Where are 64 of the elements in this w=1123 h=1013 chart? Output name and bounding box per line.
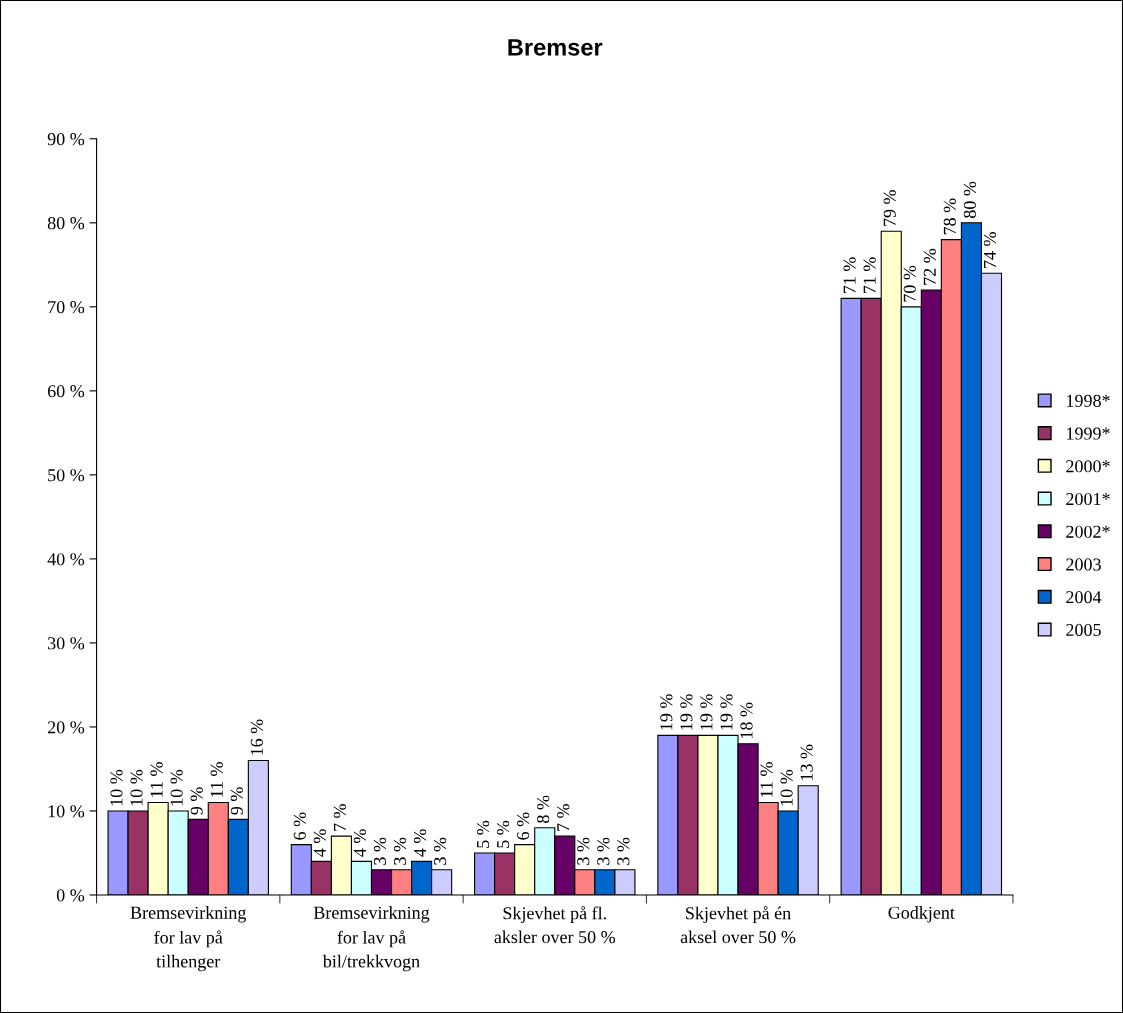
data-label: 74 % — [983, 232, 997, 268]
data-label: 18 % — [740, 702, 753, 738]
chart-title: Bremser — [508, 39, 603, 56]
data-label: 70 % — [903, 265, 916, 302]
data-label: 6 % — [517, 812, 530, 840]
data-label: 10 % — [110, 769, 123, 806]
data-label: 4 % — [413, 829, 427, 857]
x-tick-label: Bremsevirkning for lav på bil/trekkvogn — [313, 906, 430, 972]
data-label: 11 % — [210, 762, 223, 797]
data-label: 6 % — [293, 812, 306, 840]
data-label: 3 % — [617, 837, 630, 865]
data-label: 4 % — [313, 829, 326, 857]
data-label: 79 % — [883, 190, 896, 226]
data-label: 13 % — [800, 744, 813, 780]
data-label: 9 % — [230, 787, 243, 815]
y-tick-label: 80 % — [47, 217, 85, 230]
data-label: 71 % — [843, 257, 856, 294]
data-label: 11 % — [760, 762, 773, 797]
data-label: 72 % — [923, 248, 936, 285]
data-label: 5 % — [496, 820, 510, 848]
x-tick-label: Godkjent — [888, 906, 955, 923]
data-label: 3 % — [597, 837, 610, 865]
data-label: 3 % — [577, 837, 590, 865]
data-label: 10 % — [130, 769, 143, 806]
data-label: 3 % — [393, 837, 407, 865]
x-tick-label: Bremsevirkning for lav på tilhenger — [130, 906, 247, 972]
legend-label: 2001* — [1066, 492, 1110, 506]
data-label: 5 % — [476, 820, 490, 848]
data-label: 10 % — [780, 769, 793, 806]
y-tick-label: 70 % — [48, 301, 85, 314]
data-label: 11 % — [150, 762, 163, 797]
y-tick-label: 90 % — [47, 133, 85, 146]
y-tick-label: 30 % — [48, 637, 85, 650]
x-tick-label: Skjevhet på én aksel over 50 % — [680, 906, 796, 944]
data-label: 19 % — [700, 694, 713, 730]
data-label: 3 % — [433, 837, 447, 865]
data-label: 19 % — [680, 694, 693, 730]
data-label: 80 % — [963, 181, 976, 218]
data-label: 19 % — [660, 694, 673, 730]
data-label: 7 % — [557, 804, 570, 831]
data-label: 9 % — [190, 787, 203, 815]
y-tick-label: 10 % — [48, 805, 85, 818]
data-label: 3 % — [373, 837, 387, 865]
data-label: 7 % — [333, 804, 346, 831]
data-label: 8 % — [537, 795, 550, 823]
legend-label: 1999* — [1067, 427, 1110, 440]
y-tick-label: 0 % — [56, 889, 85, 902]
legend-label: 2002* — [1066, 525, 1110, 538]
legend-label: 2000* — [1066, 460, 1110, 473]
data-label: 4 % — [353, 829, 367, 857]
y-tick-label: 40 % — [47, 553, 85, 566]
data-label: 10 % — [170, 769, 183, 806]
data-label: 71 % — [863, 257, 876, 294]
data-label: 78 % — [943, 198, 956, 235]
y-tick-label: 60 % — [47, 385, 85, 398]
x-tick-label: Skjevhet på fl. aksler over 50 % — [494, 906, 616, 944]
legend-label: 2003 — [1066, 558, 1101, 571]
legend-label: 1998* — [1067, 394, 1110, 407]
y-tick-label: 50 % — [48, 469, 85, 482]
y-tick-label: 20 % — [47, 721, 85, 734]
data-label: 16 % — [250, 719, 263, 755]
legend-label: 2004 — [1066, 591, 1102, 604]
data-label: 19 % — [720, 694, 733, 730]
legend-label: 2005 — [1066, 623, 1101, 637]
